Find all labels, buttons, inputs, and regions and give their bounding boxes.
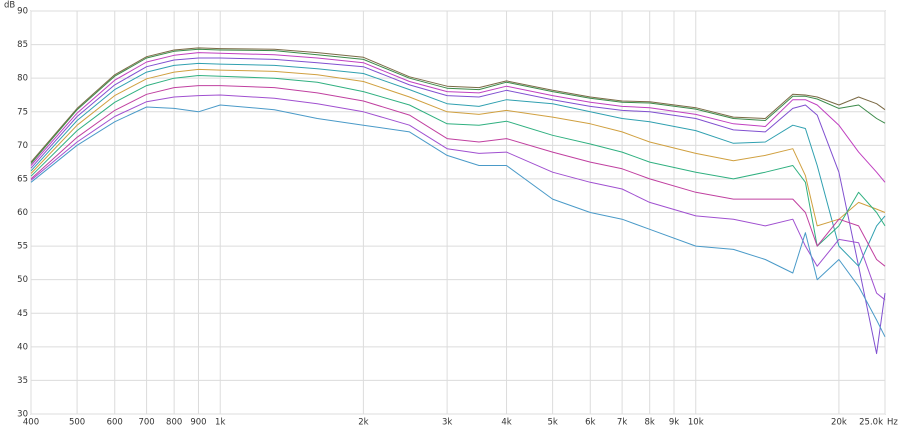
x-tick-label: 3k <box>442 418 452 428</box>
y-axis-label: dB <box>4 1 15 11</box>
x-tick-label: 4k <box>501 418 511 428</box>
y-tick-label: 90 <box>17 7 28 17</box>
x-tick-label: 5k <box>547 418 557 428</box>
y-tick-label: 30 <box>17 410 28 420</box>
series-line <box>30 85 886 267</box>
y-tick-label: 40 <box>17 342 28 352</box>
y-tick-label: 80 <box>17 74 28 84</box>
x-tick-label: 6k <box>585 418 595 428</box>
y-tick-label: 75 <box>17 107 28 117</box>
x-tick-label: 900 <box>190 418 206 428</box>
x-tick-label: 7k <box>617 418 627 428</box>
y-tick-label: 70 <box>17 141 28 151</box>
y-tick-label: 45 <box>17 309 28 319</box>
x-tick-label: 1k <box>215 418 225 428</box>
x-tick-label: 500 <box>69 418 85 428</box>
y-tick-label: 55 <box>17 242 28 252</box>
x-tick-label: 9k <box>669 418 679 428</box>
x-tick-label: 2k <box>358 418 368 428</box>
series-line <box>30 104 886 338</box>
series-line <box>30 68 886 227</box>
x-axis-label: Hz <box>887 418 898 428</box>
series-line <box>30 47 886 163</box>
series-line <box>30 57 886 355</box>
y-tick-label: 50 <box>17 275 28 285</box>
series-line <box>30 52 886 183</box>
x-tick-label: 600 <box>107 418 123 428</box>
y-tick-label: 60 <box>17 208 28 218</box>
x-tick-label: 700 <box>138 418 154 428</box>
y-tick-label: 85 <box>17 40 28 50</box>
y-tick-label: 35 <box>17 376 28 386</box>
x-tick-label: 25.0k <box>859 418 883 428</box>
x-tick-label: 800 <box>166 418 182 428</box>
series-line <box>30 62 886 267</box>
x-tick-label: 20k <box>831 418 847 428</box>
series-line <box>30 48 886 164</box>
x-tick-label: 8k <box>645 418 655 428</box>
series-line <box>30 75 886 247</box>
y-tick-label: 65 <box>17 174 28 184</box>
x-tick-label: 10k <box>688 418 704 428</box>
x-tick-label: 400 <box>23 418 39 428</box>
